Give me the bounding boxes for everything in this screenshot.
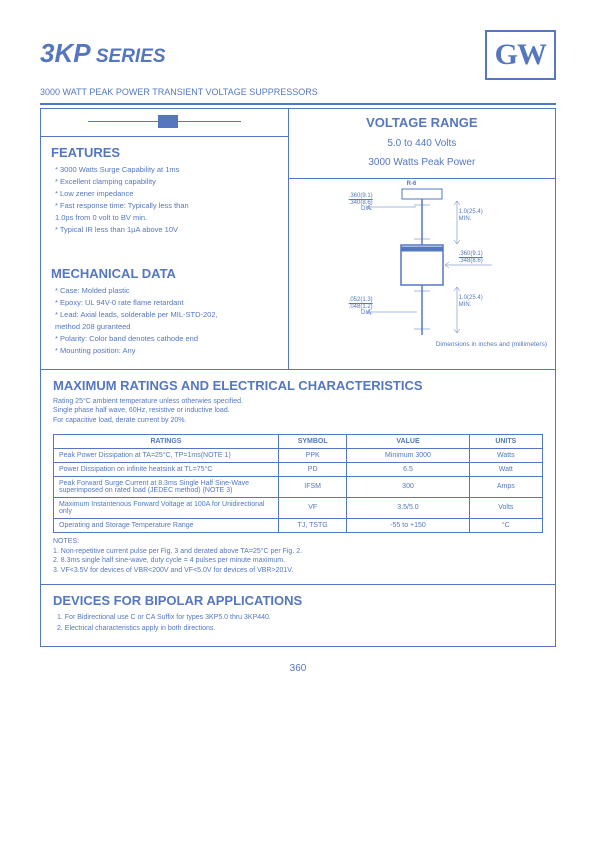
ratings-box: MAXIMUM RATINGS AND ELECTRICAL CHARACTER… (40, 369, 556, 586)
page-number: 360 (40, 663, 556, 674)
page-title: 3KP SERIES (40, 38, 485, 69)
list-item: 2. 8.3ms single half sine-wave, duty cyc… (53, 556, 543, 566)
logo-icon: GW (485, 30, 556, 80)
list-item: For capacitive load, derate current by 2… (53, 416, 543, 426)
wire-right (171, 121, 241, 122)
list-item: * Fast response time: Typically less tha… (51, 200, 278, 212)
features-title: FEATURES (51, 145, 278, 160)
voltage-range-line1: 5.0 to 440 Volts (289, 134, 555, 153)
table-row: Power Dissipation on infinite heatsink a… (54, 462, 543, 476)
table-row: Maximum Instantenous Forward Voltage at … (54, 497, 543, 518)
list-item: Single phase half wave, 60Hz, resistive … (53, 406, 543, 416)
table-cell: Minimum 3000 (347, 448, 469, 462)
drawing-caption: Dimensions in inches and (millimeters) (436, 341, 547, 348)
left-column: FEATURES * 3000 Watts Surge Capability a… (40, 108, 288, 370)
list-item: Rating 25°C ambient temperature unless o… (53, 397, 543, 407)
features-list: * 3000 Watts Surge Capability at 1ms* Ex… (51, 164, 278, 236)
voltage-range-line2: 3000 Watts Peak Power (289, 153, 555, 178)
ratings-table: RATINGSSYMBOLVALUEUNITS Peak Power Dissi… (53, 434, 543, 533)
header: 3KP SERIES 3000 WATT PEAK POWER TRANSIEN… (40, 30, 556, 105)
table-cell: Volts (469, 497, 542, 518)
table-cell: 3.5/5.0 (347, 497, 469, 518)
table-cell: Peak Forward Surge Current at 8.3ms Sing… (54, 476, 279, 497)
table-cell: Peak Power Dissipation at TA=25°C, TP=1m… (54, 448, 279, 462)
mechanical-title: MECHANICAL DATA (51, 266, 278, 281)
table-header-row: RATINGSSYMBOLVALUEUNITS (54, 434, 543, 448)
notes-title: NOTES: (53, 537, 543, 547)
diode-body (158, 115, 171, 128)
dia1-label: .360(9.1) .340(8.6) DIA. (327, 193, 373, 213)
ratings-desc: Rating 25°C ambient temperature unless o… (53, 397, 543, 426)
list-item: * Mounting position: Any (51, 345, 278, 357)
header-left: 3KP SERIES 3000 WATT PEAK POWER TRANSIEN… (40, 30, 485, 97)
table-header: RATINGS (54, 434, 279, 448)
list-item: method 208 guranteed (51, 321, 278, 333)
mechanical-drawing: R-6 .360(9.1) .340(8.6) DIA. 1.0(25.4) M… (289, 178, 555, 350)
bipolar-title: DEVICES FOR BIPOLAR APPLICATIONS (53, 593, 543, 608)
bipolar-box: DEVICES FOR BIPOLAR APPLICATIONS 1. For … (40, 584, 556, 647)
table-cell: 300 (347, 476, 469, 497)
table-cell: Amps (469, 476, 542, 497)
list-item: 2. Electrical characteristics apply in b… (53, 623, 543, 634)
list-item: * Epoxy: UL 94V-0 rate flame retardant (51, 297, 278, 309)
table-cell: Maximum Instantenous Forward Voltage at … (54, 497, 279, 518)
title-sub: SERIES (91, 46, 166, 67)
diode-symbol-icon (41, 109, 288, 136)
ratings-title: MAXIMUM RATINGS AND ELECTRICAL CHARACTER… (53, 378, 543, 393)
table-row: Peak Power Dissipation at TA=25°C, TP=1m… (54, 448, 543, 462)
right-column: VOLTAGE RANGE 5.0 to 440 Volts 3000 Watt… (288, 108, 556, 370)
title-main: 3KP (40, 38, 91, 68)
list-item: * Case: Molded plastic (51, 285, 278, 297)
table-cell: PPK (278, 448, 346, 462)
table-header: VALUE (347, 434, 469, 448)
list-item: 1.0ps from 0 volt to BV min. (51, 212, 278, 224)
table-cell: VF (278, 497, 346, 518)
features-box: FEATURES * 3000 Watts Surge Capability a… (41, 137, 288, 248)
list-item: * Lead: Axial leads, solderable per MIL-… (51, 309, 278, 321)
table-cell: Watts (469, 448, 542, 462)
table-cell: 6.5 (347, 462, 469, 476)
table-cell: -55 to +150 (347, 518, 469, 532)
table-header: UNITS (469, 434, 542, 448)
len1-label: 1.0(25.4) MIN. (459, 209, 483, 222)
table-row: Peak Forward Surge Current at 8.3ms Sing… (54, 476, 543, 497)
table-header: SYMBOL (278, 434, 346, 448)
page-subtitle: 3000 WATT PEAK POWER TRANSIENT VOLTAGE S… (40, 87, 485, 97)
table-cell: IFSM (278, 476, 346, 497)
list-item: 3. VF<3.5V for devices of VBR<200V and V… (53, 566, 543, 576)
list-item: * Polarity: Color band denotes cathode e… (51, 333, 278, 345)
table-cell: °C (469, 518, 542, 532)
table-cell: PD (278, 462, 346, 476)
table-cell: Watt (469, 462, 542, 476)
list-item: 1. Non-repetitive current pulse per Fig.… (53, 547, 543, 557)
list-item: * 3000 Watts Surge Capability at 1ms (51, 164, 278, 176)
mechanical-list: * Case: Molded plastic* Epoxy: UL 94V-0 … (51, 285, 278, 357)
part-label: R-6 (407, 181, 417, 188)
list-item: 1. For Bidirectional use C or CA Suffix … (53, 612, 543, 623)
mechanical-box: MECHANICAL DATA * Case: Molded plastic* … (41, 248, 288, 369)
table-cell: Operating and Storage Temperature Range (54, 518, 279, 532)
notes: NOTES: 1. Non-repetitive current pulse p… (53, 537, 543, 576)
list-item: * Typical IR less than 1µA above 10V (51, 224, 278, 236)
list-item: * Excellent clamping capability (51, 176, 278, 188)
table-cell: Power Dissipation on infinite heatsink a… (54, 462, 279, 476)
len2-label: 1.0(25.4) MIN. (459, 295, 483, 308)
voltage-range-title: VOLTAGE RANGE (289, 109, 555, 134)
table-cell: TJ, TSTG (278, 518, 346, 532)
bipolar-list: 1. For Bidirectional use C or CA Suffix … (53, 612, 543, 634)
top-row: FEATURES * 3000 Watts Surge Capability a… (40, 108, 556, 370)
table-row: Operating and Storage Temperature RangeT… (54, 518, 543, 532)
list-item: * Low zener impedance (51, 188, 278, 200)
datasheet-page: 3KP SERIES 3000 WATT PEAK POWER TRANSIEN… (0, 0, 596, 842)
table-body: Peak Power Dissipation at TA=25°C, TP=1m… (54, 448, 543, 532)
body-label: .360(9.1) .348(8.6) (459, 251, 483, 264)
notes-list: 1. Non-repetitive current pulse per Fig.… (53, 547, 543, 576)
wire-left (88, 121, 158, 122)
lead-label: .052(1.3) .048(1.2) DIA. (327, 297, 373, 317)
